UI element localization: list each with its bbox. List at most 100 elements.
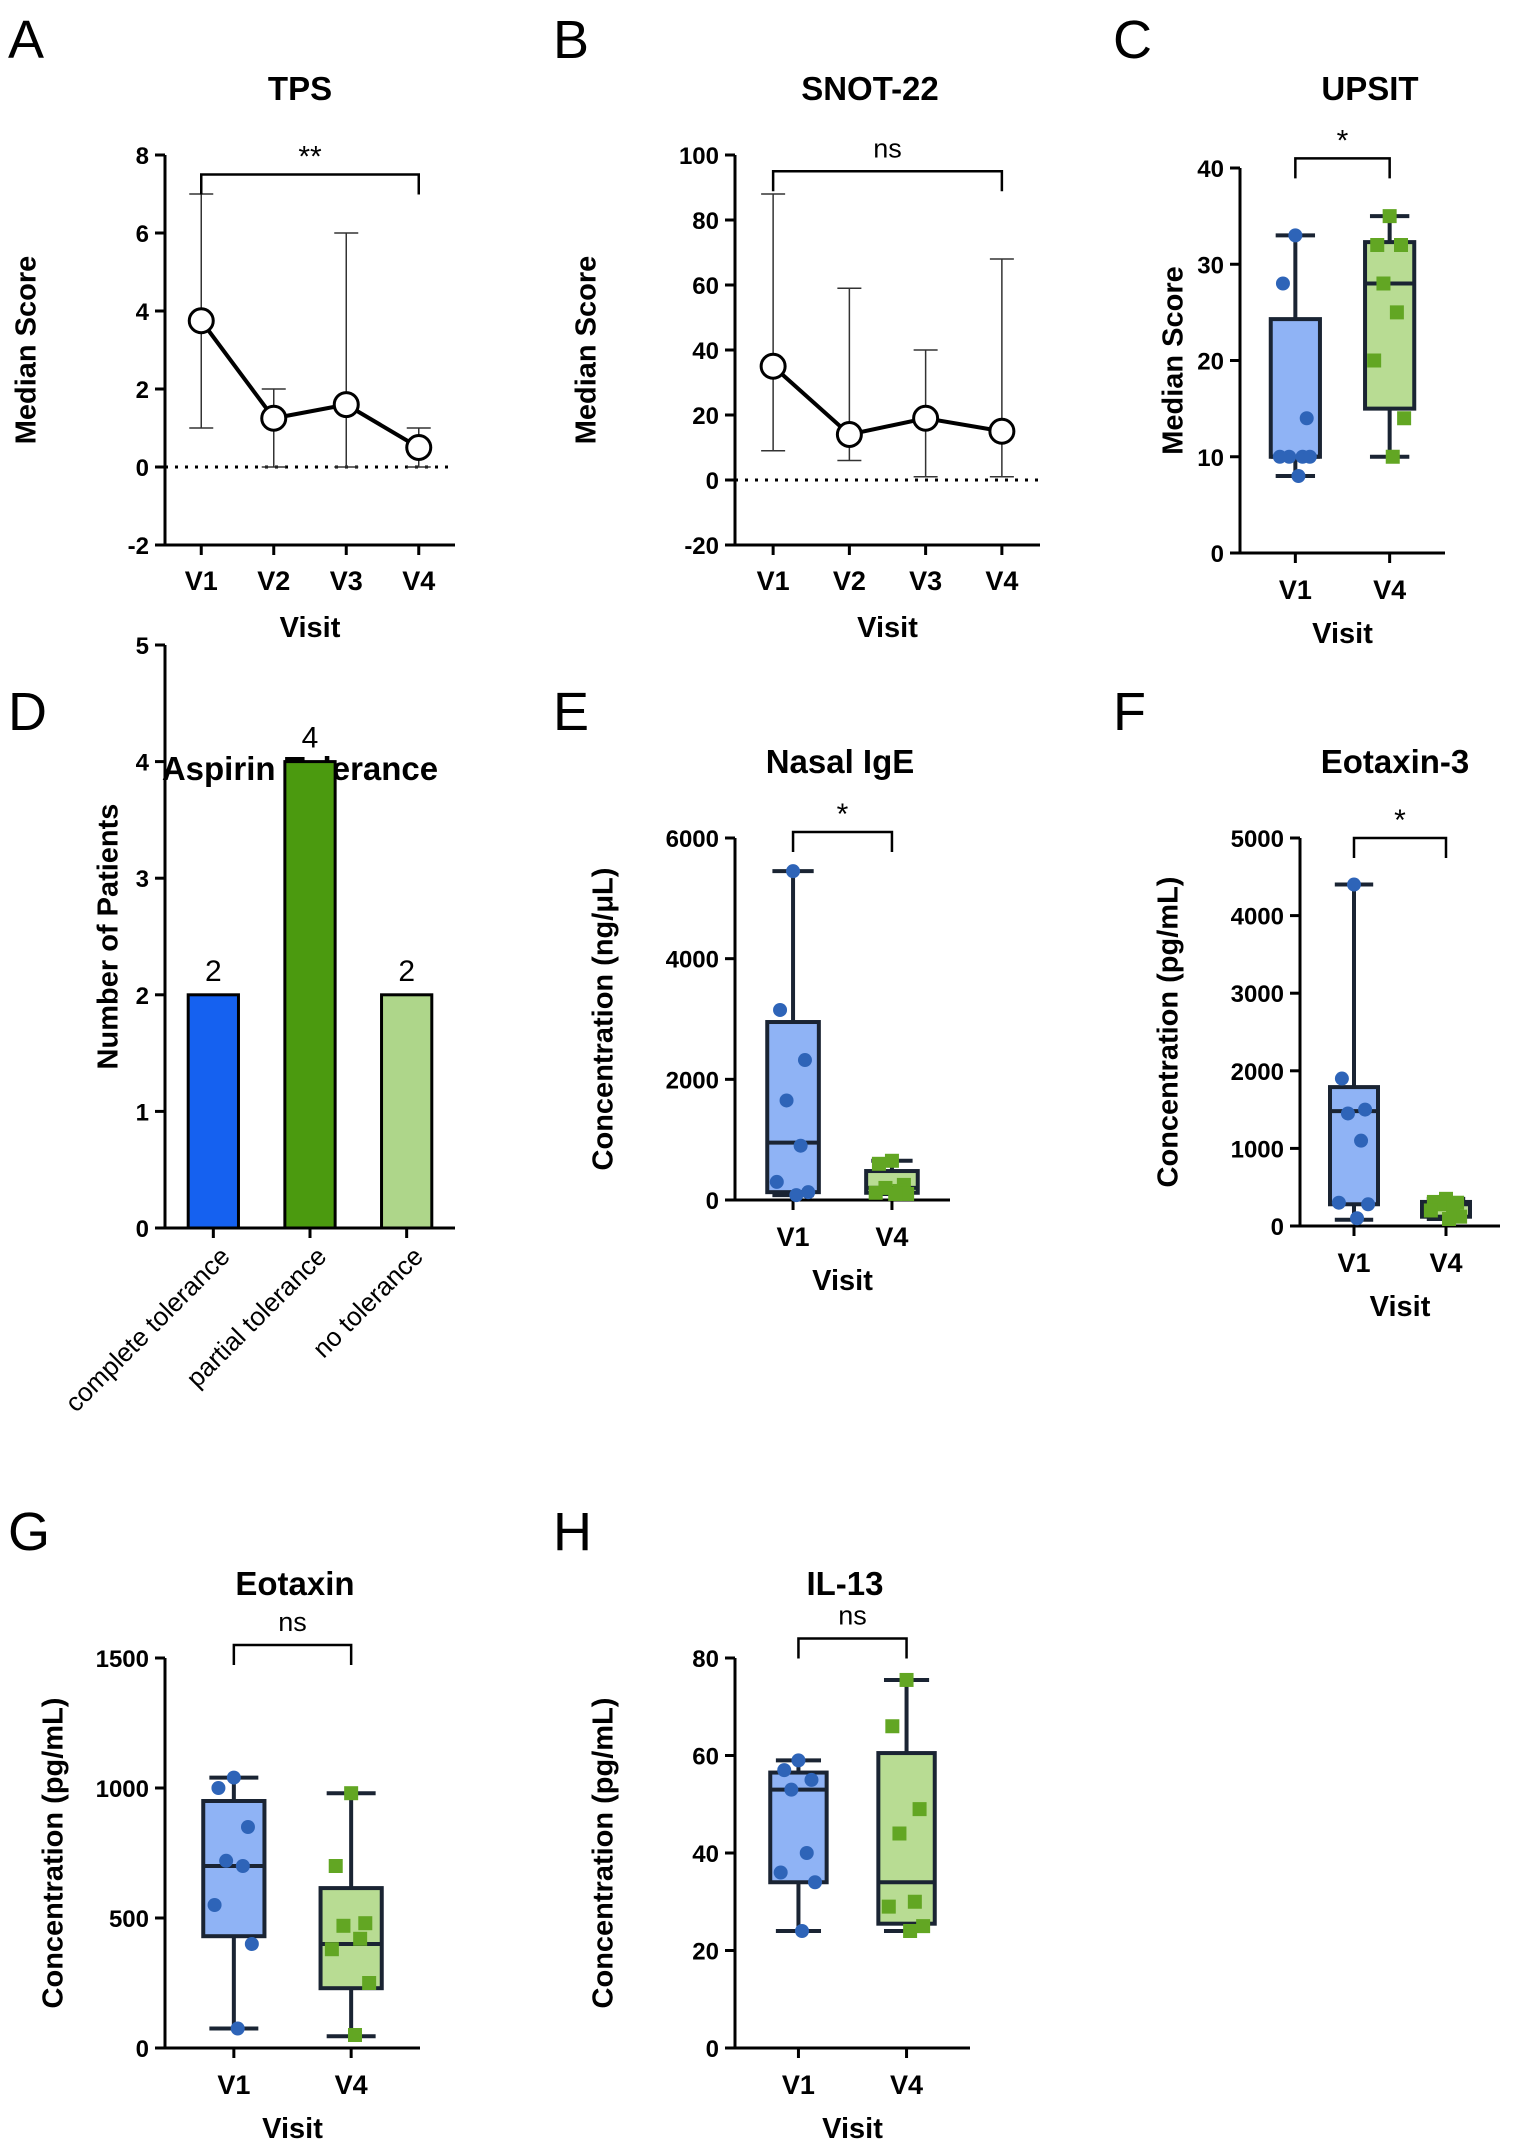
data-point (1272, 449, 1287, 464)
panel-g: Eotaxin 0 500 1000 1500 Concentration (pg/mL)… (38, 1565, 420, 2141)
panel-title: TPS (268, 70, 332, 107)
y-tick-label: 40 (1197, 156, 1224, 183)
data-point (230, 2021, 245, 2036)
significance-label: ns (873, 133, 902, 163)
y-tick-label: 2 (136, 983, 149, 1010)
x-tick-label: V4 (985, 566, 1018, 596)
data-point (1358, 1102, 1373, 1117)
panel-title: Eotaxin (235, 1565, 354, 1602)
x-tick-label: V1 (1279, 575, 1312, 605)
data-point (799, 1846, 814, 1860)
panel-label-a: A (8, 10, 44, 70)
y-tick-label: 4 (136, 750, 150, 777)
data-point (1370, 238, 1385, 252)
data-point (235, 1859, 250, 1873)
panel-title: Nasal IgE (766, 743, 915, 780)
significance-label: * (1394, 804, 1406, 837)
box-iqr (1363, 240, 1417, 411)
x-tick-label: V1 (757, 566, 790, 596)
box-iqr (1328, 1085, 1380, 1207)
data-point (348, 2028, 363, 2042)
y-tick-label: 6 (136, 221, 149, 248)
y-tick-label: 5000 (1231, 826, 1284, 853)
y-tick-label: -2 (128, 533, 149, 560)
data-point (773, 1002, 788, 1017)
y-tick-label: -20 (684, 533, 719, 560)
y-tick-label: 40 (692, 338, 719, 365)
y-tick-label: 0 (136, 455, 149, 482)
y-tick-label: 0 (706, 2036, 719, 2063)
y-tick-label: 2 (136, 377, 149, 404)
panel-b: SNOT-22 -20 0 20 40 60 80 100 Median Score V1 V2 V3… (571, 70, 1040, 644)
data-point (219, 1853, 234, 1868)
x-tick-label: V2 (833, 566, 866, 596)
significance-bracket (232, 1643, 353, 1665)
data-point (207, 1898, 222, 1912)
y-axis-label: Median Score (11, 256, 43, 445)
data-point (912, 404, 940, 432)
y-tick-label: 100 (679, 143, 719, 170)
x-axis-label: Visit (262, 2113, 323, 2141)
x-tick-label: V4 (890, 2070, 923, 2100)
data-point (1385, 449, 1400, 464)
x-tick-label: V1 (1337, 1248, 1370, 1278)
data-point (779, 1093, 794, 1108)
x-tick-label: V2 (257, 566, 290, 596)
x-axis-label: Visit (1370, 1291, 1431, 1323)
x-axis-label: Visit (280, 612, 341, 644)
series-line (199, 319, 420, 450)
y-tick-label: 3000 (1231, 981, 1284, 1008)
data-point (324, 1942, 339, 1957)
series-line (771, 364, 1003, 437)
panel-f: Eotaxin-3 0 1000 2000 3000 4000 5000 Concentrat… (1153, 743, 1500, 1323)
significance-bracket (771, 170, 1004, 192)
data-point (211, 1781, 226, 1795)
data-point (405, 434, 433, 461)
significance-bracket (1294, 157, 1391, 179)
data-point (789, 1188, 804, 1203)
panel-a: TPS -2 0 2 4 6 8 Median Score V1 V2 V3 V4 ** Visit (11, 70, 455, 644)
data-point (835, 421, 863, 448)
y-tick-label: 1 (136, 1099, 149, 1126)
x-tick-label: V1 (777, 1222, 810, 1252)
y-tick-label: 1000 (1231, 1136, 1284, 1163)
y-axis-label: Median Score (1158, 266, 1190, 455)
data-point (1331, 1195, 1346, 1210)
data-point (332, 391, 360, 419)
bar-data-label: 2 (398, 955, 415, 988)
significance-bracket (791, 830, 894, 852)
data-point (868, 1185, 883, 1200)
data-point (1367, 353, 1382, 368)
data-point (1347, 877, 1361, 892)
data-point (801, 1185, 816, 1200)
data-point (885, 1719, 900, 1734)
y-tick-label: 20 (692, 403, 719, 430)
x-tick-label: V1 (217, 2070, 250, 2100)
x-tick-label: V3 (909, 566, 942, 596)
data-point (808, 1875, 823, 1890)
data-point (907, 1894, 922, 1909)
data-point (1275, 276, 1290, 291)
data-point (1361, 1197, 1376, 1212)
y-tick-label: 0 (136, 1216, 149, 1243)
panel-title: IL-13 (806, 1565, 883, 1602)
data-point (881, 1899, 896, 1914)
x-tick-label: V4 (335, 2070, 368, 2100)
data-point (1382, 209, 1397, 224)
y-tick-label: 0 (706, 468, 719, 495)
data-point (888, 1186, 903, 1201)
data-point (1334, 1071, 1349, 1086)
data-point (336, 1918, 351, 1933)
box-iqr (876, 1751, 937, 1926)
y-tick-label: 2000 (666, 1067, 719, 1094)
data-point (759, 352, 787, 380)
data-point (1299, 411, 1314, 426)
data-point (1394, 238, 1409, 252)
data-point (773, 1865, 788, 1880)
significance-label: * (1337, 124, 1349, 157)
significance-bracket (200, 173, 420, 195)
y-tick-label: 4000 (1231, 904, 1284, 931)
data-point (903, 1924, 918, 1938)
data-point (226, 1770, 241, 1785)
